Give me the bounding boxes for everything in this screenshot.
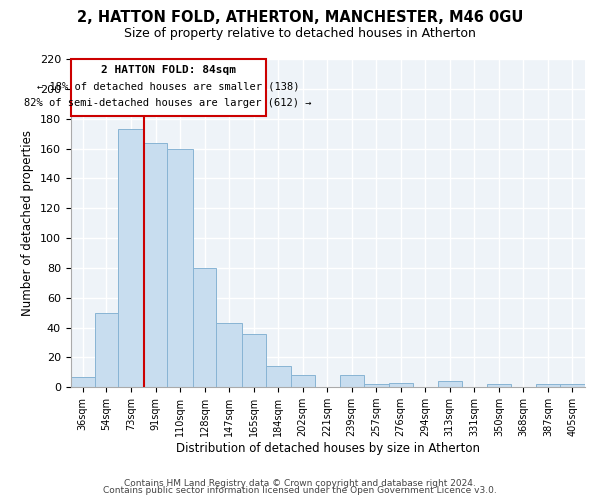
Bar [364, 384, 389, 387]
Bar [438, 382, 462, 387]
Bar [242, 334, 266, 387]
FancyBboxPatch shape [71, 59, 266, 116]
Text: 2 HATTON FOLD: 84sqm: 2 HATTON FOLD: 84sqm [101, 65, 236, 75]
Bar [536, 384, 560, 387]
Bar [266, 366, 291, 387]
Text: 2, HATTON FOLD, ATHERTON, MANCHESTER, M46 0GU: 2, HATTON FOLD, ATHERTON, MANCHESTER, M4… [77, 10, 523, 25]
Bar [71, 377, 95, 387]
Text: Size of property relative to detached houses in Atherton: Size of property relative to detached ho… [124, 28, 476, 40]
Text: Contains public sector information licensed under the Open Government Licence v3: Contains public sector information licen… [103, 486, 497, 495]
Bar [487, 384, 511, 387]
Bar [167, 148, 193, 387]
Bar [560, 384, 585, 387]
Text: 82% of semi-detached houses are larger (612) →: 82% of semi-detached houses are larger (… [25, 98, 312, 108]
Bar [118, 129, 143, 387]
Bar [217, 323, 242, 387]
Bar [193, 268, 217, 387]
Text: ← 18% of detached houses are smaller (138): ← 18% of detached houses are smaller (13… [37, 82, 299, 92]
Bar [95, 312, 118, 387]
Bar [291, 376, 314, 387]
Bar [389, 382, 413, 387]
Y-axis label: Number of detached properties: Number of detached properties [21, 130, 34, 316]
Bar [143, 142, 167, 387]
Text: Contains HM Land Registry data © Crown copyright and database right 2024.: Contains HM Land Registry data © Crown c… [124, 478, 476, 488]
X-axis label: Distribution of detached houses by size in Atherton: Distribution of detached houses by size … [176, 442, 480, 455]
Bar [340, 376, 364, 387]
